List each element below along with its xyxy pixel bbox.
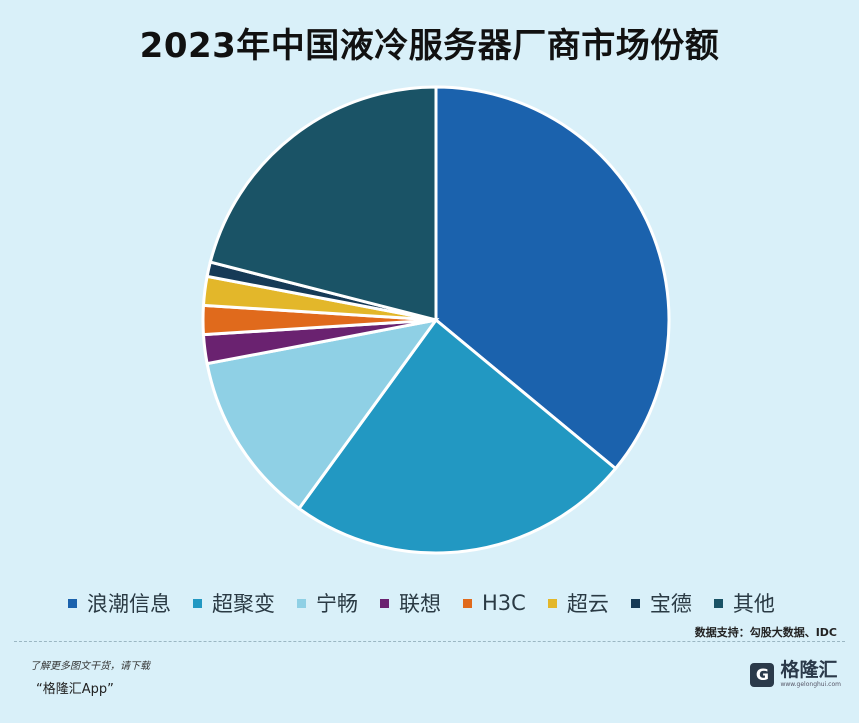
brand-mark-icon: G [750, 662, 775, 687]
data-source-note: 数据支持：勾股大数据、IDC [694, 626, 837, 639]
legend-item: 宝德 [630, 588, 692, 618]
chart-legend: 浪潮信息 超聚变 宁畅 联想 H3C 超云 宝德 其他 [68, 585, 775, 621]
legend-swatch [713, 598, 723, 608]
footer-divider [14, 641, 845, 642]
legend-item: 超聚变 [193, 588, 275, 618]
pie-slice-3 [205, 317, 440, 511]
legend-item: 联想 [380, 588, 441, 618]
legend-swatch [463, 598, 472, 608]
legend-item: H3C [463, 591, 526, 615]
legend-label: H3C [482, 591, 526, 615]
brand-name: 格隆汇 [780, 659, 838, 681]
legend-label: 浪潮信息 [87, 592, 171, 616]
legend-label: 超聚变 [212, 592, 275, 616]
legend-label: 宝德 [649, 592, 692, 616]
brand-logo: G 格隆汇 www.gelonghui.com [750, 661, 841, 688]
chart-title: 2023年中国液冷服务器厂商市场份额 [139, 26, 720, 66]
legend-swatch [193, 598, 202, 608]
brand-url: www.gelonghui.com [780, 681, 841, 688]
legend-label: 其他 [732, 592, 775, 616]
legend-item: 宁畅 [297, 588, 358, 618]
legend-label: 联想 [399, 592, 441, 616]
legend-swatch [380, 598, 389, 608]
pie-slice-1 [434, 85, 671, 471]
pie-slice-8 [208, 85, 438, 322]
legend-swatch [547, 598, 557, 608]
promo-app-name: “格隆汇App” [36, 682, 114, 697]
legend-label: 超云 [566, 592, 609, 616]
legend-swatch [630, 598, 640, 608]
legend-item: 浪潮信息 [68, 588, 171, 618]
legend-label: 宁畅 [316, 592, 358, 616]
promo-text: 了解更多图文干货，请下载 [30, 661, 150, 672]
legend-item: 其他 [713, 588, 775, 618]
legend-item: 超云 [547, 588, 609, 618]
legend-swatch [68, 598, 77, 608]
legend-swatch [297, 598, 306, 608]
pie-slice-2 [296, 317, 618, 555]
